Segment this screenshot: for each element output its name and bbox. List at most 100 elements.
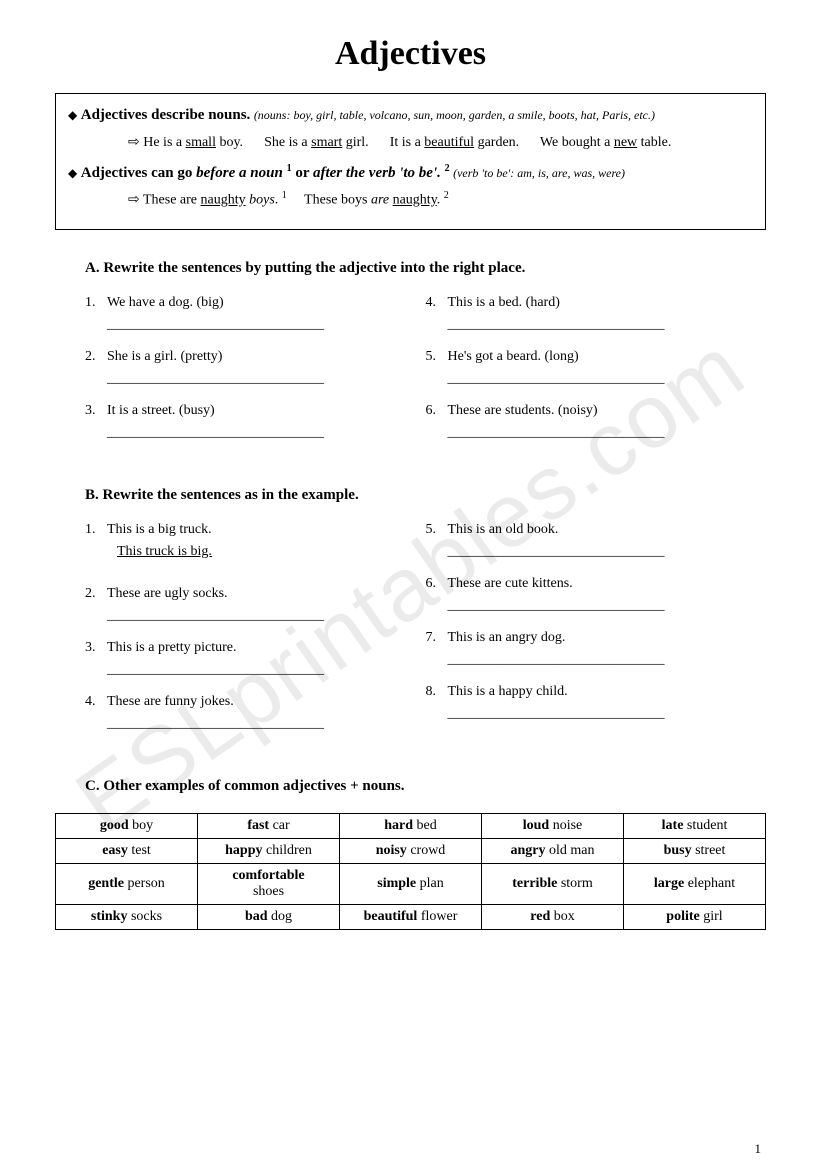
item-text: This is a bed. (hard) bbox=[448, 295, 560, 311]
page-number: 1 bbox=[755, 1141, 762, 1157]
item-num: 2. bbox=[85, 349, 107, 365]
rule2-sup2: 2 bbox=[441, 165, 450, 181]
blank-line: _______________________________ bbox=[107, 425, 426, 441]
rule1-ex1u: small bbox=[186, 135, 216, 150]
blank-line: _______________________________ bbox=[448, 598, 767, 614]
blank-line: _______________________________ bbox=[107, 371, 426, 387]
item-num: 3. bbox=[85, 640, 107, 656]
exercise-a: A. Rewrite the sentences by putting the … bbox=[55, 260, 766, 457]
r2ex1c: . bbox=[275, 193, 279, 208]
table-cell: busy street bbox=[624, 838, 766, 863]
example-answer: This truck is big. bbox=[107, 544, 426, 560]
item-text: These are students. (noisy) bbox=[448, 403, 598, 419]
item-num: 4. bbox=[426, 295, 448, 311]
r2ex2a: These boys bbox=[304, 193, 371, 208]
rules-box: ◆ Adjectives describe nouns. (nouns: boy… bbox=[55, 93, 766, 230]
r2ex1u: naughty bbox=[201, 193, 246, 208]
adjectives-table: good boyfast carhard bedloud noiselate s… bbox=[55, 813, 766, 930]
item-num: 1. bbox=[85, 295, 107, 311]
section-a-head: A. Rewrite the sentences by putting the … bbox=[85, 260, 766, 277]
rule1-ex4a: We bought a bbox=[540, 135, 614, 150]
col-a-right: 4.This is a bed. (hard) ________________… bbox=[426, 295, 767, 457]
item-num: 1. bbox=[85, 522, 107, 538]
col-b-right: 5.This is an old book. _________________… bbox=[426, 522, 767, 748]
item-text: This is a pretty picture. bbox=[107, 640, 236, 656]
rule2-line: ◆ Adjectives can go before a noun 1 or a… bbox=[68, 161, 753, 185]
rule1-ex4b: table. bbox=[637, 135, 671, 150]
item-num: 7. bbox=[426, 630, 448, 646]
rule1-ex2u: smart bbox=[311, 135, 342, 150]
rule1-ex2a: She is a bbox=[264, 135, 311, 150]
rule2-sup1: 1 bbox=[283, 165, 292, 181]
table-cell: good boy bbox=[56, 813, 198, 838]
table-cell: loud noise bbox=[482, 813, 624, 838]
item-text: It is a street. (busy) bbox=[107, 403, 215, 419]
rule2-head-c: or bbox=[292, 165, 313, 181]
diamond-icon: ◆ bbox=[68, 166, 77, 180]
r2ex2i: are bbox=[371, 193, 389, 208]
rule2-head-d: after the verb 'to be'. bbox=[313, 165, 441, 181]
item-num: 5. bbox=[426, 522, 448, 538]
item-text: This is a big truck. bbox=[107, 522, 212, 538]
rule1-ex3a: It is a bbox=[390, 135, 425, 150]
blank-line: _______________________________ bbox=[448, 706, 767, 722]
table-cell: stinky socks bbox=[56, 904, 198, 929]
r2ex2c: . bbox=[437, 193, 441, 208]
table-cell: terrible storm bbox=[482, 863, 624, 904]
blank-line: _______________________________ bbox=[448, 317, 767, 333]
blank-line: _______________________________ bbox=[448, 652, 767, 668]
r2ex1a: These are bbox=[143, 193, 201, 208]
rule2-head-a: Adjectives can go bbox=[81, 165, 196, 181]
rule1-ex4u: new bbox=[614, 135, 637, 150]
rule1-ex3u: beautiful bbox=[424, 135, 474, 150]
table-cell: gentle person bbox=[56, 863, 198, 904]
section-c-head: C. Other examples of common adjectives +… bbox=[85, 778, 766, 795]
worksheet-page: Adjectives ◆ Adjectives describe nouns. … bbox=[0, 0, 821, 980]
table-cell: comfortableshoes bbox=[198, 863, 340, 904]
section-b-head: B. Rewrite the sentences as in the examp… bbox=[85, 487, 766, 504]
rule2-paren: (verb 'to be': am, is, are, was, were) bbox=[453, 166, 625, 180]
blank-line: _______________________________ bbox=[448, 425, 767, 441]
arrow-icon: ⇨ bbox=[128, 191, 140, 207]
rule1-examples: ⇨ He is a small boy. She is a smart girl… bbox=[68, 131, 753, 153]
blank-line: _______________________________ bbox=[448, 544, 767, 560]
diamond-icon: ◆ bbox=[68, 108, 77, 122]
item-num: 6. bbox=[426, 576, 448, 592]
blank-line: _______________________________ bbox=[107, 317, 426, 333]
col-b-left: 1.This is a big truck. This truck is big… bbox=[85, 522, 426, 748]
rule2-head-b: before a noun bbox=[196, 165, 283, 181]
table-cell: angry old man bbox=[482, 838, 624, 863]
item-num: 4. bbox=[85, 694, 107, 710]
rule1-line: ◆ Adjectives describe nouns. (nouns: boy… bbox=[68, 104, 753, 127]
item-num: 6. bbox=[426, 403, 448, 419]
item-text: He's got a beard. (long) bbox=[448, 349, 579, 365]
r2sup2: 2 bbox=[444, 190, 449, 201]
blank-line: _______________________________ bbox=[107, 662, 426, 678]
table-cell: large elephant bbox=[624, 863, 766, 904]
rule2-examples: ⇨ These are naughty boys. 1 These boys a… bbox=[68, 188, 753, 211]
item-text: She is a girl. (pretty) bbox=[107, 349, 222, 365]
table-cell: bad dog bbox=[198, 904, 340, 929]
table-row: easy testhappy childrennoisy crowdangry … bbox=[56, 838, 766, 863]
rule1-ex1b: boy. bbox=[216, 135, 243, 150]
table-cell: easy test bbox=[56, 838, 198, 863]
item-text: These are funny jokes. bbox=[107, 694, 234, 710]
blank-line: _______________________________ bbox=[107, 716, 426, 732]
col-a-left: 1.We have a dog. (big) _________________… bbox=[85, 295, 426, 457]
r2sup1: 1 bbox=[282, 190, 287, 201]
item-text: This is an angry dog. bbox=[448, 630, 566, 646]
table-row: stinky socksbad dogbeautiful flowerred b… bbox=[56, 904, 766, 929]
table-cell: hard bed bbox=[340, 813, 482, 838]
table-cell: noisy crowd bbox=[340, 838, 482, 863]
table-cell: happy children bbox=[198, 838, 340, 863]
exercise-b: B. Rewrite the sentences as in the examp… bbox=[55, 487, 766, 748]
blank-line: _______________________________ bbox=[448, 371, 767, 387]
item-num: 5. bbox=[426, 349, 448, 365]
table-cell: simple plan bbox=[340, 863, 482, 904]
table-cell: red box bbox=[482, 904, 624, 929]
table-row: good boyfast carhard bedloud noiselate s… bbox=[56, 813, 766, 838]
table-cell: polite girl bbox=[624, 904, 766, 929]
table-cell: beautiful flower bbox=[340, 904, 482, 929]
item-num: 8. bbox=[426, 684, 448, 700]
rule1-head: Adjectives describe nouns. bbox=[81, 107, 251, 123]
